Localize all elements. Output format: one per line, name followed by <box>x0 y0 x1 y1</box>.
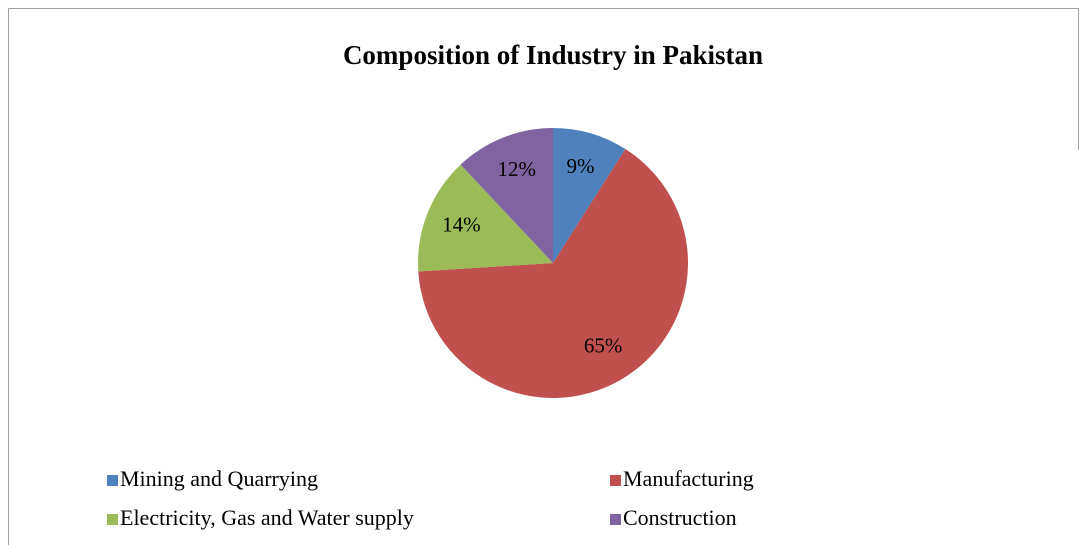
pie-slice <box>460 128 553 263</box>
data-label: 14% <box>442 213 481 237</box>
legend-swatch <box>610 514 621 525</box>
chart-title: Composition of Industry in Pakistan <box>343 40 763 70</box>
pie-slice <box>553 128 626 263</box>
data-label: 65% <box>584 334 623 358</box>
legend-swatch <box>610 475 621 486</box>
legend-swatch <box>107 475 118 486</box>
legend-label: Electricity, Gas and Water supply <box>120 505 414 530</box>
legend-label: Mining and Quarrying <box>120 466 318 491</box>
pie-slice <box>418 164 553 272</box>
legend-swatch <box>107 514 118 525</box>
data-label: 12% <box>497 157 536 181</box>
data-label: 9% <box>566 154 594 178</box>
pie-slice <box>418 149 688 399</box>
legend-label: Construction <box>623 505 737 530</box>
legend-label: Manufacturing <box>623 466 754 491</box>
